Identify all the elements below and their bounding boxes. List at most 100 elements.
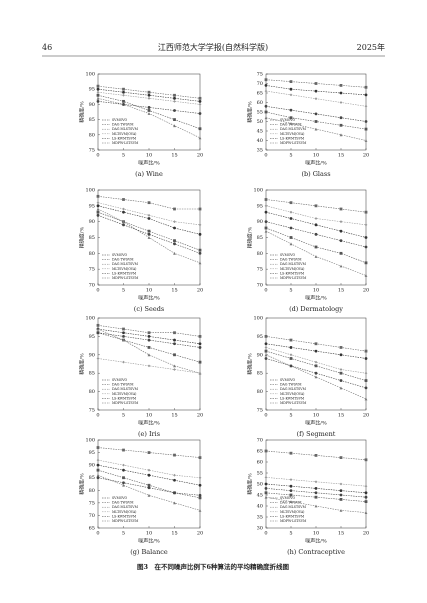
marker [314,491,318,495]
marker [96,213,100,217]
legend-label: DAG TWSVM [112,258,134,262]
marker [122,468,125,472]
marker [264,220,268,224]
marker [264,226,268,230]
series-line [97,215,201,254]
marker [289,87,293,91]
series-line [97,328,201,345]
marker [264,198,268,201]
marker [173,93,176,97]
y-tick-label: 100 [85,72,95,78]
chart-caption: (f) Segment [297,430,336,438]
marker [264,357,268,360]
marker [264,491,268,495]
legend-label: SVMOVO [112,253,128,257]
marker [339,220,343,224]
marker [289,353,293,357]
x-tick-label: 5 [289,413,292,419]
marker [364,500,368,503]
x-tick-label: 10 [313,531,319,537]
y-tick-label: 70 [89,513,95,519]
y-tick-label: 90 [89,219,95,225]
y-tick-label: 60 [257,100,263,106]
y-tick-label: 80 [89,132,95,138]
marker [289,489,293,492]
marker [147,217,151,220]
marker [96,204,100,208]
x-tick-label: 15 [338,413,344,419]
legend-label: DAG MLSTSVM [112,262,139,266]
marker [339,509,343,512]
marker [314,120,318,123]
marker [96,331,100,335]
marker [173,118,176,121]
x-tick-label: 0 [96,288,99,294]
series-line [97,358,201,374]
x-tick-label: 10 [146,288,152,294]
marker [147,473,151,477]
marker [289,226,293,230]
x-tick-label: 15 [338,153,344,159]
marker [364,349,368,353]
legend-label: MDPW-LSTSVM [112,141,139,145]
legend-label: SVMOVO [112,378,128,382]
marker [147,346,151,349]
x-tick-label: 20 [363,153,369,159]
x-axis-label: 噪声比/% [138,538,160,545]
legend-label: DAG MLSTSVM [112,505,139,509]
legend-label: MLTSVM(OVA) [112,132,136,136]
marker [147,109,151,112]
legend-label: DAG MLSTSVM [112,127,139,131]
legend-label: MDPW-LSTSVM [280,401,307,405]
y-tick-label: 90 [257,352,263,358]
y-tick-label: 85 [89,117,95,123]
chart-caption: (e) Iris [138,430,160,438]
x-tick-label: 20 [197,153,203,159]
legend-label: MDPW-LSTSVM [280,141,307,145]
legend-label: SVMOVO [280,253,296,257]
marker [264,89,268,93]
x-tick-label: 5 [289,153,292,159]
legend-label: MLTSVM(OVA) [280,392,304,396]
y-axis-label: 精确度/% [247,227,254,249]
marker [289,346,293,349]
marker [173,251,176,255]
marker [364,245,368,249]
y-tick-label: 60 [257,460,263,466]
marker [364,386,368,390]
marker [173,368,176,371]
marker [198,483,202,487]
legend-label: DAG MLSTSVM [280,505,307,509]
marker [198,136,202,140]
marker [122,481,125,485]
legend-label: MLTSVM(OVA) [112,392,136,396]
marker [364,397,368,401]
marker [339,371,343,375]
x-tick-label: 20 [363,531,369,537]
legend-label: MDPW-LSTSVM [280,276,307,280]
y-tick-label: 45 [257,493,263,499]
x-tick-label: 15 [171,153,177,159]
x-tick-label: 0 [264,413,267,419]
legend-label: MLTSVM(OVA) [280,510,304,514]
legend-label: DAG MLSTSVM [280,127,307,131]
marker [264,229,268,233]
x-axis-label: 噪声比/% [305,538,327,545]
marker [198,342,202,346]
legend-label: SVMOVO [112,118,128,122]
marker [289,201,293,205]
series-line [97,211,201,251]
y-tick-label: 65 [257,449,263,455]
y-tick-label: 100 [253,316,263,322]
marker [122,331,125,335]
marker [96,93,100,97]
marker [96,463,100,467]
marker [289,364,293,368]
marker [314,232,318,236]
marker [173,353,176,357]
marker [198,223,202,227]
y-tick-label: 30 [257,526,263,532]
marker [147,236,151,239]
marker [264,84,268,87]
marker [122,198,125,201]
